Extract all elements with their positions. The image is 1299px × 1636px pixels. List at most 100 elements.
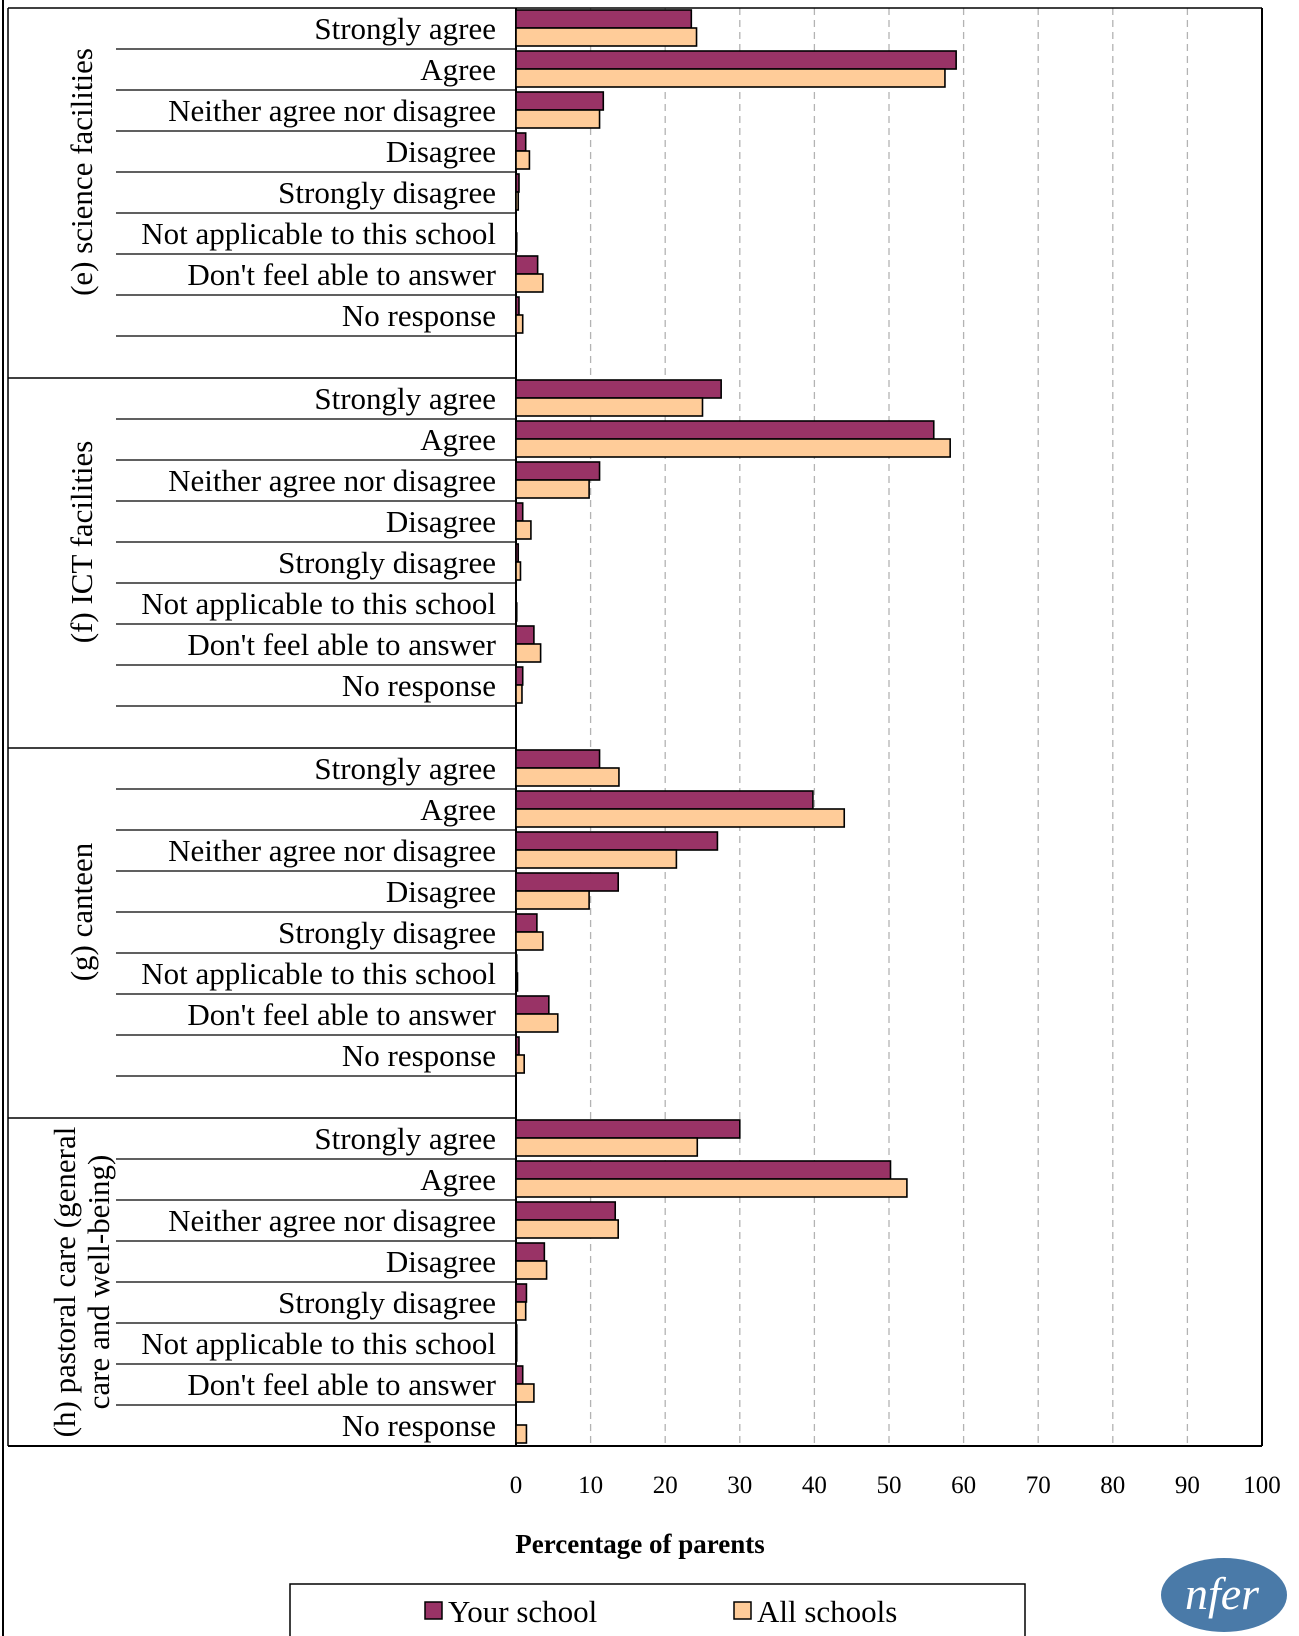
bar-all-schools-group-2-strongly-agree [515, 397, 704, 417]
bar-all-schools-group-3-strongly-agree [515, 767, 620, 787]
logo-ellipse [1161, 1558, 1287, 1632]
bar-your-school-group-1-strongly-disagree [515, 173, 520, 193]
bar-all-schools-group-1-strongly-disagree [515, 191, 520, 211]
bar-all-schools-group-4-strongly-agree [515, 1137, 699, 1157]
bar-all-schools-group-1-don-t-feel-able-to-answer [515, 273, 544, 293]
logo-text: nfer [1185, 1568, 1260, 1619]
category-label-strongly-agree: Strongly agree [314, 11, 496, 46]
bar-your-school-group-4-agree [515, 1160, 892, 1180]
bar-your-school-group-4-strongly-disagree [515, 1283, 528, 1303]
category-label-strongly-agree: Strongly agree [314, 751, 496, 786]
bar-your-school-group-3-no-response [515, 1036, 520, 1056]
bar-all-schools-group-3-disagree [515, 890, 590, 910]
legend-box [289, 1583, 1026, 1636]
group-1-label: (e) science facilities [64, 48, 99, 296]
bar-your-school-group-3-agree [515, 790, 814, 810]
bar-your-school-group-1-strongly-agree [515, 9, 693, 29]
category-label-don-t-feel-able-to-answer: Don't feel able to answer [187, 1367, 496, 1402]
category-label-agree: Agree [420, 792, 496, 827]
bar-all-schools-group-4-strongly-disagree [515, 1301, 527, 1321]
bar-your-school-group-3-neither-agree-nor-disagree [515, 831, 719, 851]
nfer-logo: nfer [1161, 1558, 1287, 1632]
x-tick-label-10: 10 [578, 1472, 603, 1499]
bar-your-school-group-4-don-t-feel-able-to-answer [515, 1365, 524, 1385]
category-label-disagree: Disagree [386, 134, 496, 169]
bar-your-school-group-1-no-response [515, 296, 520, 316]
bar-all-schools-group-3-neither-agree-nor-disagree [515, 849, 678, 869]
bar-your-school-group-1-disagree [515, 132, 527, 152]
bar-all-schools-group-2-no-response [515, 684, 523, 704]
category-label-strongly-disagree: Strongly disagree [278, 545, 496, 580]
bar-all-schools-group-3-don-t-feel-able-to-answer [515, 1013, 559, 1033]
x-tick-label-60: 60 [951, 1472, 976, 1499]
bar-all-schools-group-4-agree [515, 1178, 908, 1198]
bar-all-schools-group-2-neither-agree-nor-disagree [515, 479, 590, 499]
x-tick-label-30: 30 [727, 1472, 752, 1499]
bar-your-school-group-4-not-applicable-to-this-school [515, 1324, 518, 1344]
bar-your-school-group-2-strongly-agree [515, 379, 722, 399]
category-label-neither-agree-nor-disagree: Neither agree nor disagree [168, 833, 496, 868]
bar-your-school-group-2-don-t-feel-able-to-answer [515, 625, 535, 645]
x-tick-label-20: 20 [653, 1472, 678, 1499]
bar-all-schools-group-2-not-applicable-to-this-school [515, 602, 518, 622]
x-axis-ticks: 0 10 20 30 40 50 60 70 80 90 100 [510, 1472, 1281, 1499]
x-axis-title: Percentage of parents [515, 1529, 764, 1559]
category-label-no-response: No response [342, 1038, 496, 1073]
bar-all-schools-group-3-not-applicable-to-this-school [515, 972, 519, 992]
category-label-disagree: Disagree [386, 874, 496, 909]
category-labels: Strongly agree Agree Neither agree nor dis… [8, 11, 516, 1447]
category-label-neither-agree-nor-disagree: Neither agree nor disagree [168, 93, 496, 128]
category-label-neither-agree-nor-disagree: Neither agree nor disagree [168, 1203, 496, 1238]
bar-your-school-group-3-strongly-agree [515, 749, 601, 769]
category-label-disagree: Disagree [386, 504, 496, 539]
category-label-agree: Agree [420, 52, 496, 87]
category-label-no-response: No response [342, 298, 496, 333]
category-label-agree: Agree [420, 1162, 496, 1197]
bar-all-schools-group-4-no-response [515, 1424, 528, 1444]
bar-all-schools-group-2-don-t-feel-able-to-answer [515, 643, 542, 663]
bar-all-schools-group-4-neither-agree-nor-disagree [515, 1219, 620, 1239]
legend-swatch-all-schools [733, 1601, 752, 1620]
category-label-strongly-agree: Strongly agree [314, 1121, 496, 1156]
bar-your-school-group-2-strongly-disagree [515, 543, 520, 563]
category-label-neither-agree-nor-disagree: Neither agree nor disagree [168, 463, 496, 498]
bar-all-schools-group-3-strongly-disagree [515, 931, 544, 951]
bar-your-school-group-3-disagree [515, 872, 620, 892]
x-tick-label-100: 100 [1243, 1472, 1281, 1499]
x-tick-label-70: 70 [1026, 1472, 1051, 1499]
bar-all-schools-group-3-no-response [515, 1054, 526, 1074]
x-tick-label-50: 50 [877, 1472, 902, 1499]
category-label-agree: Agree [420, 422, 496, 457]
bar-your-school-group-4-neither-agree-nor-disagree [515, 1201, 617, 1221]
bar-all-schools-group-1-strongly-agree [515, 27, 698, 47]
bar-all-schools-group-1-not-applicable-to-this-school [515, 232, 518, 252]
category-label-no-response: No response [342, 1408, 496, 1443]
bar-all-schools-group-2-agree [515, 438, 951, 458]
x-tick-label-40: 40 [802, 1472, 827, 1499]
legend-label-all-schools: All schools [757, 1594, 897, 1629]
x-tick-label-80: 80 [1100, 1472, 1125, 1499]
category-label-not-applicable-to-this-school: Not applicable to this school [141, 586, 496, 621]
bar-your-school-group-4-disagree [515, 1242, 546, 1262]
x-tick-label-0: 0 [510, 1472, 523, 1499]
bar-all-schools-group-4-disagree [515, 1260, 548, 1280]
category-label-strongly-disagree: Strongly disagree [278, 1285, 496, 1320]
bar-all-schools-group-1-neither-agree-nor-disagree [515, 109, 601, 129]
bar-your-school-group-4-strongly-agree [515, 1119, 741, 1139]
bar-your-school-group-2-neither-agree-nor-disagree [515, 461, 601, 481]
category-label-don-t-feel-able-to-answer: Don't feel able to answer [187, 627, 496, 662]
category-label-not-applicable-to-this-school: Not applicable to this school [141, 1326, 496, 1361]
category-label-strongly-disagree: Strongly disagree [278, 175, 496, 210]
group-3-label-line: (g) canteen [64, 842, 99, 981]
category-label-disagree: Disagree [386, 1244, 496, 1279]
category-label-don-t-feel-able-to-answer: Don't feel able to answer [187, 257, 496, 292]
legend: Your school All schools [289, 1583, 1026, 1636]
group-2-label: (f) ICT facilities [64, 441, 99, 644]
category-label-no-response: No response [342, 668, 496, 703]
bar-your-school-group-1-don-t-feel-able-to-answer [515, 255, 539, 275]
bar-all-schools-group-4-not-applicable-to-this-school [515, 1342, 518, 1362]
bar-your-school-group-3-not-applicable-to-this-school [515, 954, 518, 974]
category-label-not-applicable-to-this-school: Not applicable to this school [141, 956, 496, 991]
bar-your-school-group-2-no-response [515, 666, 524, 686]
